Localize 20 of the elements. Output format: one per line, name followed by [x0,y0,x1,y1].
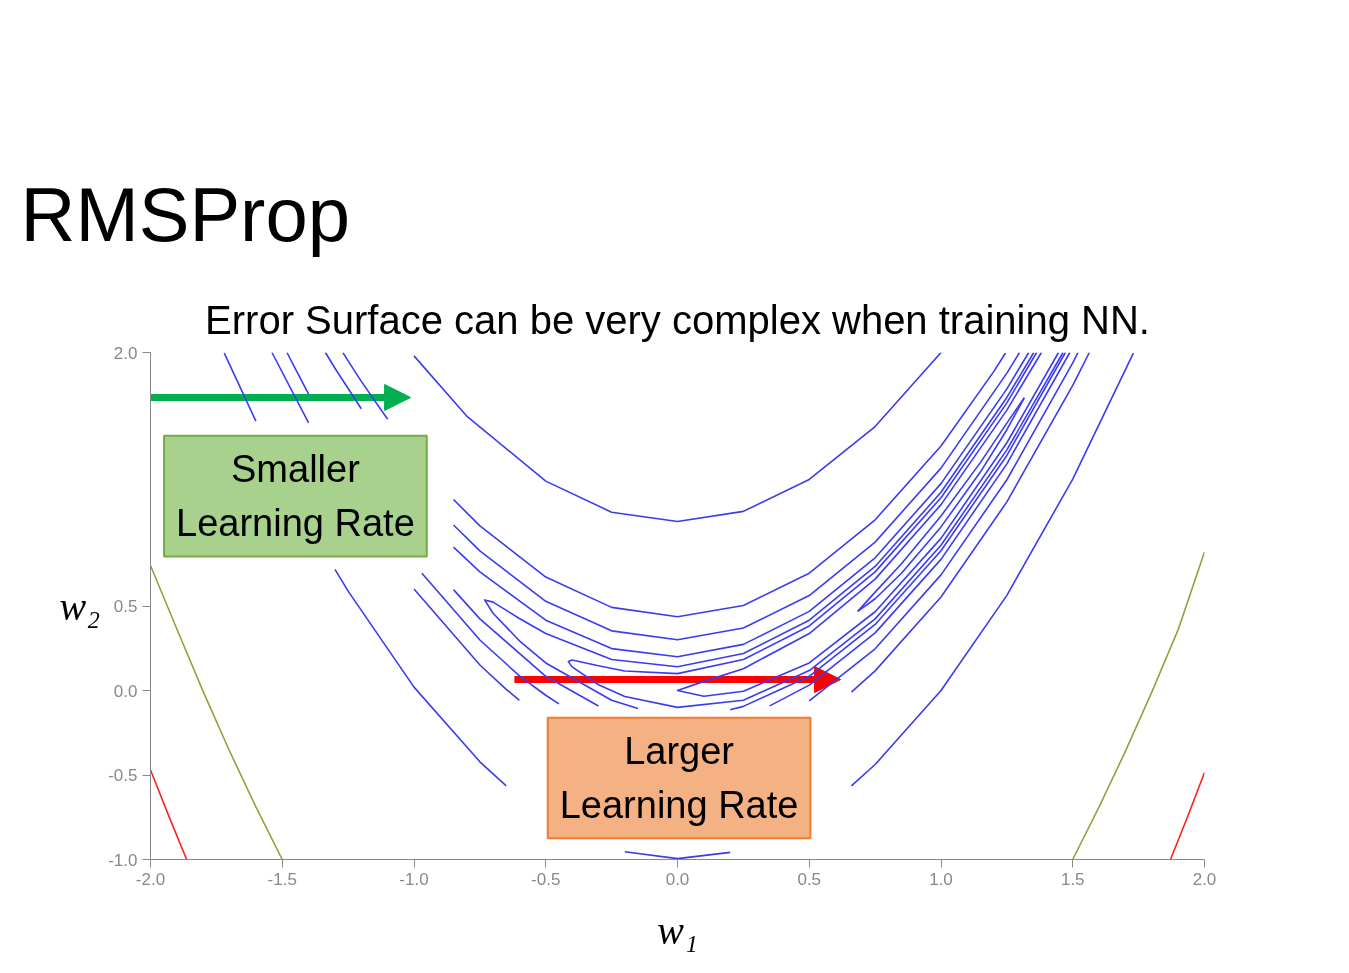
y-tick-label: -0.5 [108,766,138,785]
x-tick-label: -1.0 [399,869,429,889]
y-tick-label: 2.0 [113,343,138,363]
chart-subtitle: Error Surface can be very complex when training NN. [205,297,1150,342]
x-tick-label: 0.0 [665,869,690,889]
y-tick-label: 0.0 [113,681,138,701]
y-axis-title: w₂ [59,583,101,629]
x-tick-label: 2.0 [1192,869,1217,889]
x-tick-label: -2.0 [135,869,166,889]
x-axis-title: w₁ [657,907,698,953]
y-tick-label: -1.0 [108,850,138,870]
annotation: Larger Learning Rate [559,729,799,827]
x-tick-label: -0.5 [531,869,561,889]
x-tick-label: 1.0 [929,869,953,889]
x-tick-label: -1.5 [267,869,297,889]
x-tick-label: 0.5 [797,869,822,889]
annotation: Smaller Learning Rate [176,447,415,545]
y-tick-label: 0.5 [113,597,138,616]
chart-title: RMSProp [20,172,350,257]
x-tick-label: 1.5 [1060,869,1085,889]
